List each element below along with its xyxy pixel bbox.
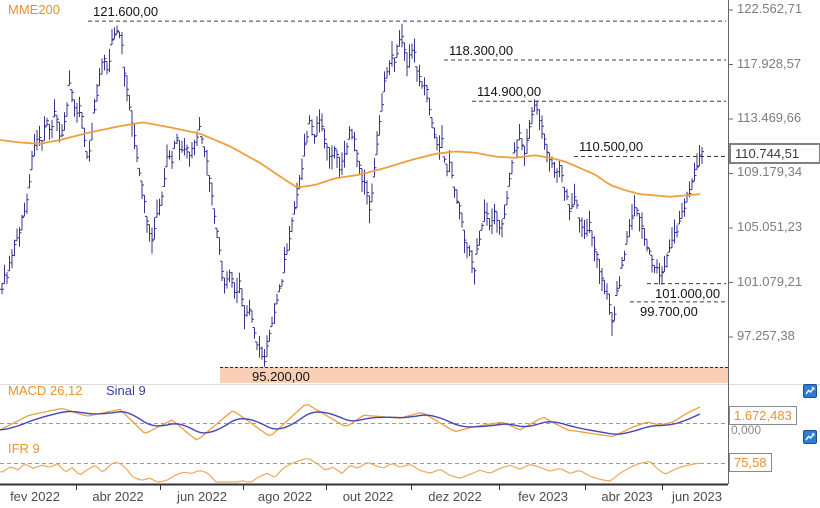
ifr-value-box: 75,58 bbox=[729, 453, 772, 472]
time-axis-label-3: ago 2022 bbox=[257, 489, 313, 504]
macd-label: MACD 26,12 bbox=[8, 383, 83, 398]
price-axis-label-1: 117.928,57 bbox=[737, 55, 802, 71]
macd-zero-label: 0,000 bbox=[731, 423, 762, 437]
time-axis-label-7: abr 2023 bbox=[601, 489, 653, 504]
price-axis-label-5: 101.079,21 bbox=[737, 273, 803, 289]
time-axis-label-8: jun 2023 bbox=[672, 489, 722, 504]
time-axis-label-5: dez 2022 bbox=[428, 489, 482, 504]
level-label-0: 121.600,00 bbox=[93, 4, 159, 20]
time-axis-label-2: jun 2022 bbox=[177, 489, 227, 504]
expand-macd-pane-icon[interactable] bbox=[803, 384, 817, 398]
level-label-3: 110.500,00 bbox=[579, 139, 644, 155]
mme200-label: MME200 bbox=[8, 2, 61, 17]
last-price-value: 110.744,51 bbox=[735, 146, 800, 161]
last-price-box: 110.744,51 bbox=[729, 143, 820, 164]
level-label-4: 101.000,00 bbox=[655, 285, 721, 301]
time-axis-label-1: abr 2022 bbox=[92, 489, 144, 504]
ifr-label: IFR 9 bbox=[8, 441, 40, 456]
macd-signal-label: Sinal 9 bbox=[106, 383, 146, 398]
expand-ifr-pane-icon[interactable] bbox=[803, 430, 817, 444]
price-axis-label-2: 113.469,66 bbox=[737, 110, 802, 125]
price-axis-label-3: 109.179,34 bbox=[737, 164, 803, 180]
price-axis-label-4: 105.051,23 bbox=[737, 219, 803, 234]
support-zone-band: 95.200,00 bbox=[220, 367, 728, 384]
time-axis-label-6: fev 2023 bbox=[518, 489, 568, 504]
time-axis-label-0: fev 2022 bbox=[10, 489, 60, 504]
support-zone-label: 95.200,00 bbox=[252, 369, 310, 384]
time-axis-label-4: out 2022 bbox=[342, 489, 394, 504]
macd-value: 1.672,483 bbox=[734, 408, 792, 423]
price-axis-label-6: 97.257,38 bbox=[737, 328, 795, 343]
macd-value-box: 1.672,483 bbox=[729, 406, 797, 425]
level-label-5: 99.700,00 bbox=[640, 303, 698, 319]
level-label-1: 118.300,00 bbox=[449, 43, 514, 59]
level-label-2: 114.900,00 bbox=[477, 84, 542, 100]
ifr-value: 75,58 bbox=[734, 455, 767, 470]
price-axis-label-0: 122.562,71 bbox=[737, 1, 803, 16]
